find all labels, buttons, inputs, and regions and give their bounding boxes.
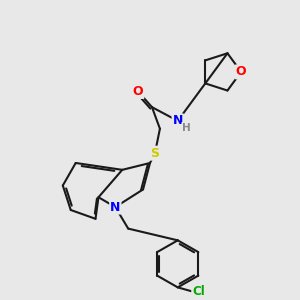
Text: O: O xyxy=(236,65,247,78)
Text: S: S xyxy=(151,147,160,160)
Text: H: H xyxy=(182,123,191,133)
Text: N: N xyxy=(110,201,121,214)
Text: N: N xyxy=(172,114,183,128)
Text: Cl: Cl xyxy=(192,285,205,298)
Text: O: O xyxy=(133,85,143,98)
